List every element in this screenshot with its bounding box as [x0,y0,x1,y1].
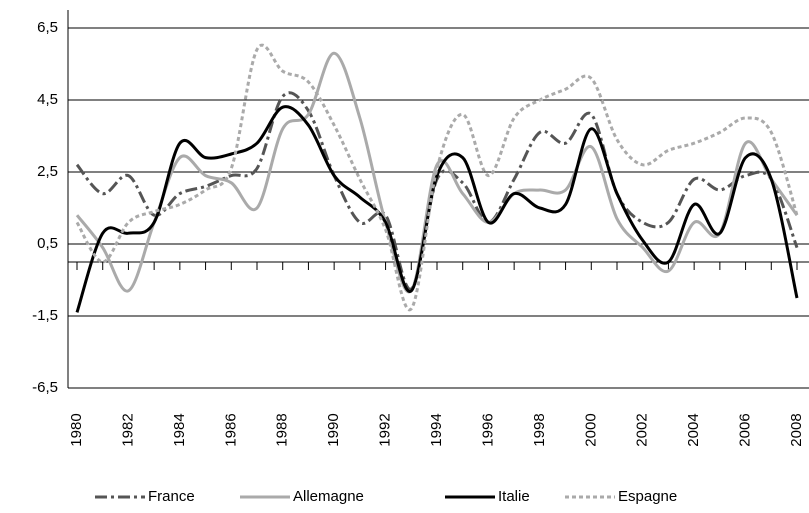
x-tick-label: 1980 [68,413,85,446]
x-tick-label: 1988 [274,413,291,446]
x-tick-label: 2002 [634,413,651,446]
legend-label: France [148,488,195,505]
series-line [75,91,799,291]
x-tick-label: 1990 [325,413,342,446]
x-tick-label: 2008 [788,413,805,446]
x-tick-label: 2000 [582,413,599,446]
x-tick-label: 1996 [479,413,496,446]
y-tick-label: -6,5 [32,379,58,396]
y-tick-label: 6,5 [37,19,58,36]
x-tick-label: 1992 [377,413,394,446]
y-tick-label: 4,5 [37,91,58,108]
x-tick-label: 2006 [737,413,754,446]
legend-label: Espagne [618,488,677,505]
series-line [75,43,799,312]
x-tick-label: 2004 [685,413,702,446]
legend-label: Italie [498,488,530,505]
y-tick-label: 0,5 [37,235,58,252]
x-tick-label: 1998 [531,413,548,446]
series-line [75,51,799,294]
series-line [75,105,799,313]
x-tick-label: 1982 [119,413,136,446]
y-tick-label: 2,5 [37,163,58,180]
x-tick-label: 1984 [171,413,188,446]
y-tick-label: -1,5 [32,307,58,324]
legend-label: Allemagne [293,488,364,505]
x-tick-label: 1994 [428,413,445,446]
x-tick-label: 1986 [222,413,239,446]
